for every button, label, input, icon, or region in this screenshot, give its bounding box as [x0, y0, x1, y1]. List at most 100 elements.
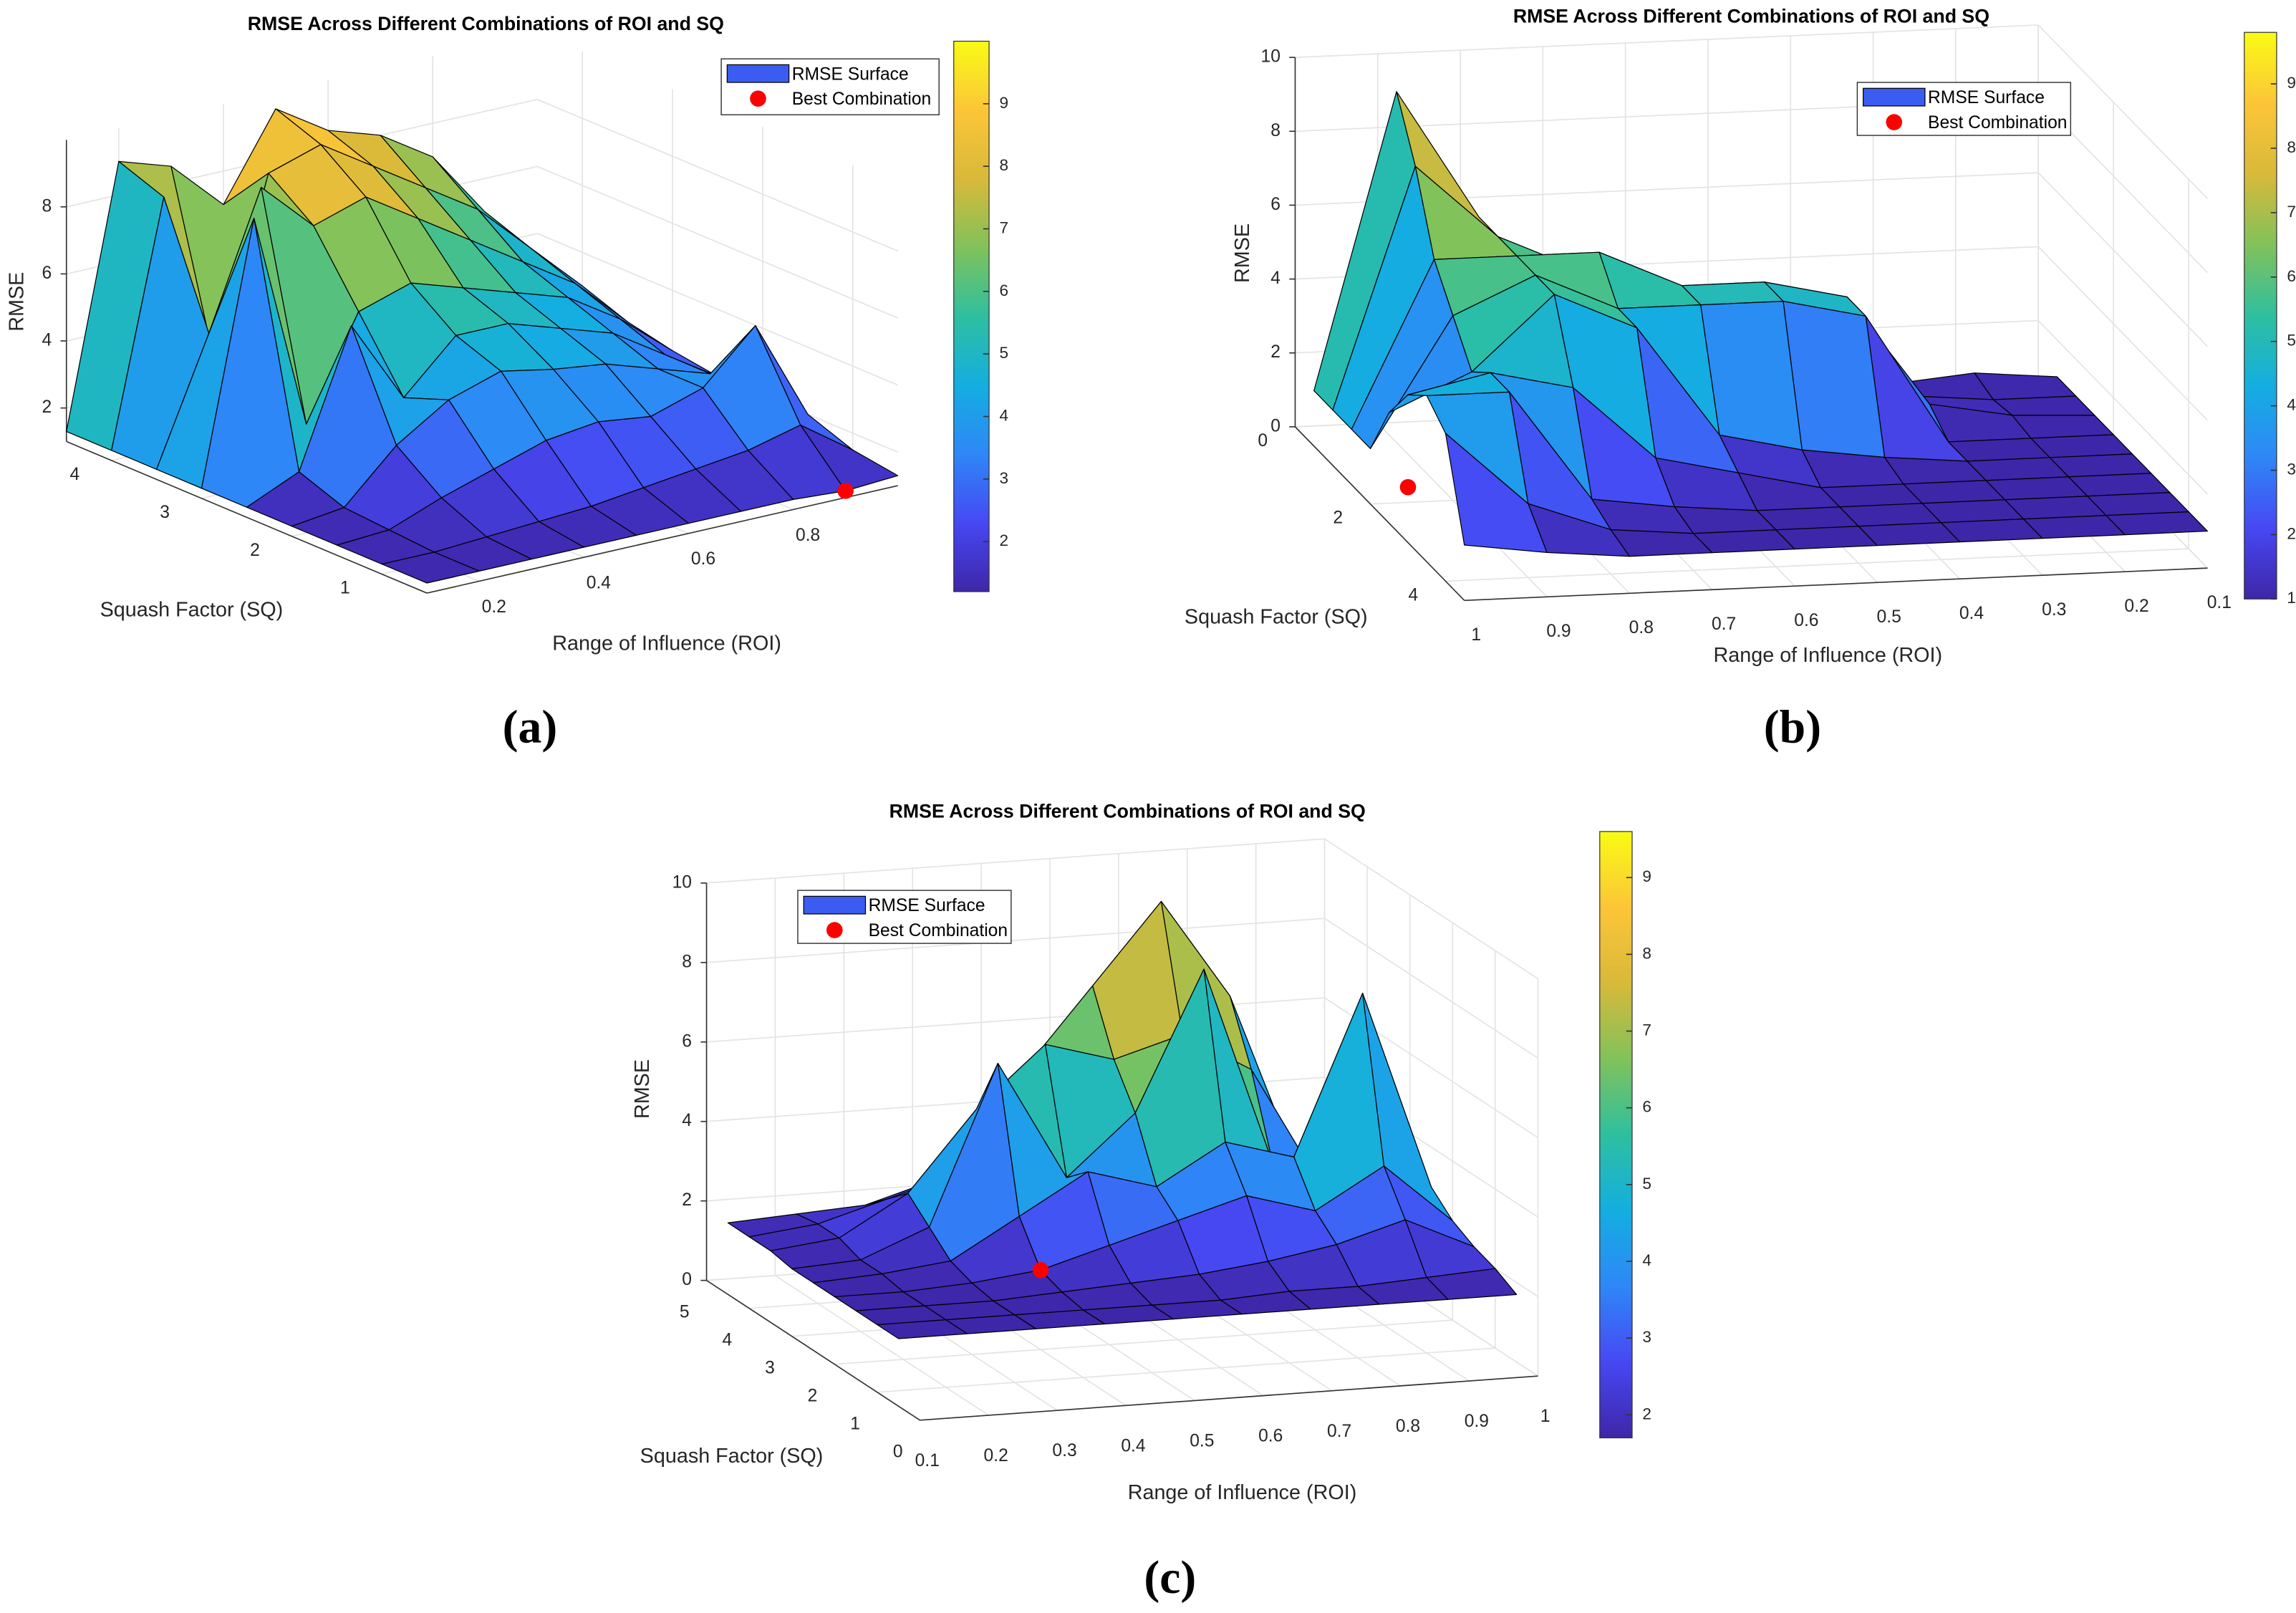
y-tick-label: 0 [1258, 431, 1268, 451]
legend-swatch [726, 64, 790, 83]
colorbar-tick-label: 2 [2287, 524, 2296, 542]
best-point [837, 483, 854, 499]
y-tick-label: 0 [893, 1443, 903, 1462]
legend-label: Best Combination [1928, 113, 2068, 133]
surface-panel: RMSE Across Different Combinations of RO… [1185, 6, 2296, 753]
panel-label: (b) [1764, 700, 1821, 753]
x-tick-label: 0.9 [1546, 622, 1571, 641]
z-tick-label: 4 [682, 1111, 692, 1130]
best-point [1399, 478, 1417, 496]
x-tick-label: 0.2 [2124, 597, 2148, 616]
z-tick-label: 6 [682, 1031, 692, 1051]
y-tick-label: 1 [850, 1415, 860, 1434]
best-point [1032, 1261, 1049, 1279]
axis-line [706, 1279, 920, 1421]
z-axis-label: RMSE [6, 272, 29, 332]
legend-swatch [803, 895, 867, 915]
x-tick-label: 0.4 [587, 574, 611, 593]
colorbar-tick-label: 9 [2287, 74, 2296, 92]
x-tick-label: 0.4 [1959, 604, 1984, 623]
axis-line [426, 485, 898, 594]
y-tick-label: 3 [160, 503, 170, 522]
z-tick-label: 2 [42, 398, 52, 417]
y-tick-label: 2 [1333, 509, 1343, 528]
x-tick-label: 0.5 [1190, 1431, 1214, 1450]
legend-label: RMSE Surface [792, 64, 909, 84]
z-tick-label: 8 [1270, 121, 1280, 140]
grid-line [706, 838, 1325, 884]
colorbar-tick-label: 1 [2287, 589, 2296, 607]
x-tick-label: 0.1 [915, 1451, 940, 1470]
grid-line [536, 165, 899, 319]
z-tick-label: 4 [1270, 269, 1280, 288]
x-axis-label: Range of Influence (ROI) [552, 632, 781, 655]
axis-line [1464, 567, 2208, 602]
x-tick-label: 0.3 [2042, 600, 2066, 620]
legend-label: RMSE Surface [869, 896, 985, 915]
legend-marker [826, 922, 843, 938]
x-tick-label: 0.6 [691, 549, 715, 569]
chart-title: RMSE Across Different Combinations of RO… [248, 13, 724, 34]
z-tick-label: 6 [42, 264, 52, 283]
grid-line [1324, 918, 1538, 1059]
y-tick-label: 5 [680, 1302, 690, 1321]
colorbar-tick-label: 4 [999, 406, 1008, 424]
x-tick-label: 0.1 [2207, 593, 2232, 612]
colorbar-tick-label: 7 [999, 218, 1008, 236]
grid-line [2037, 246, 2209, 421]
axis-line [66, 440, 428, 594]
y-tick-label: 2 [250, 541, 260, 560]
colorbar-tick-label: 4 [2287, 396, 2296, 414]
x-axis-label: Range of Influence (ROI) [1713, 644, 1942, 667]
y-tick-label: 3 [765, 1358, 775, 1377]
z-axis-label: RMSE [631, 1059, 654, 1119]
y-axis-label: Squash Factor (SQ) [100, 598, 284, 621]
colorbar-tick-label: 6 [1642, 1098, 1651, 1116]
x-tick-label: 0.8 [796, 526, 820, 545]
grid-line [536, 233, 899, 386]
colorbar [2244, 32, 2277, 600]
x-tick-label: 1 [1471, 625, 1481, 645]
y-tick-label: 4 [1408, 585, 1418, 605]
surface-patch [877, 1319, 968, 1339]
surface-patch [1444, 433, 1548, 554]
x-tick-label: 0.9 [1465, 1412, 1489, 1431]
legend-marker [750, 90, 766, 107]
colorbar-tick-label: 8 [1642, 944, 1651, 962]
grid-line [2037, 172, 2209, 347]
z-tick-label: 10 [672, 872, 692, 892]
grid-line [536, 99, 899, 252]
colorbar-tick-label: 8 [999, 156, 1008, 174]
legend-label: Best Combination [869, 921, 1008, 940]
grid-line [706, 918, 1325, 963]
y-axis-label: Squash Factor (SQ) [640, 1445, 824, 1468]
surface-panel: RMSE Across Different Combinations of RO… [631, 800, 1651, 1604]
x-tick-label: 0.3 [1052, 1441, 1076, 1460]
x-tick-label: 0.2 [482, 597, 506, 617]
colorbar-tick-label: 8 [2287, 138, 2296, 156]
x-tick-label: 0.7 [1327, 1422, 1351, 1441]
legend-label: Best Combination [792, 90, 932, 109]
axis-line [1294, 426, 1465, 601]
grid-line [2037, 319, 2209, 495]
colorbar-tick-label: 3 [1642, 1328, 1651, 1346]
grid-line [834, 1319, 1453, 1365]
colorbar-tick-label: 5 [2287, 332, 2296, 350]
y-axis-label: Squash Factor (SQ) [1185, 606, 1368, 629]
z-tick-label: 6 [1270, 195, 1280, 214]
x-axis-label: Range of Influence (ROI) [1128, 1481, 1357, 1504]
x-tick-label: 0.6 [1258, 1427, 1283, 1446]
legend-label: RMSE Surface [1928, 88, 2045, 107]
chart-title: RMSE Across Different Combinations of RO… [889, 800, 1366, 822]
grid-line [1324, 838, 1538, 980]
x-tick-label: 1 [1540, 1407, 1550, 1426]
z-tick-label: 8 [42, 196, 52, 216]
colorbar-tick-label: 5 [1642, 1175, 1651, 1193]
axis-line [920, 1375, 1538, 1421]
y-tick-label: 4 [722, 1330, 732, 1349]
surface-panel: RMSE Across Different Combinations of RO… [6, 13, 1008, 753]
colorbar-tick-label: 9 [999, 94, 1008, 112]
colorbar-tick-label: 3 [999, 469, 1008, 487]
z-tick-label: 4 [42, 331, 52, 350]
